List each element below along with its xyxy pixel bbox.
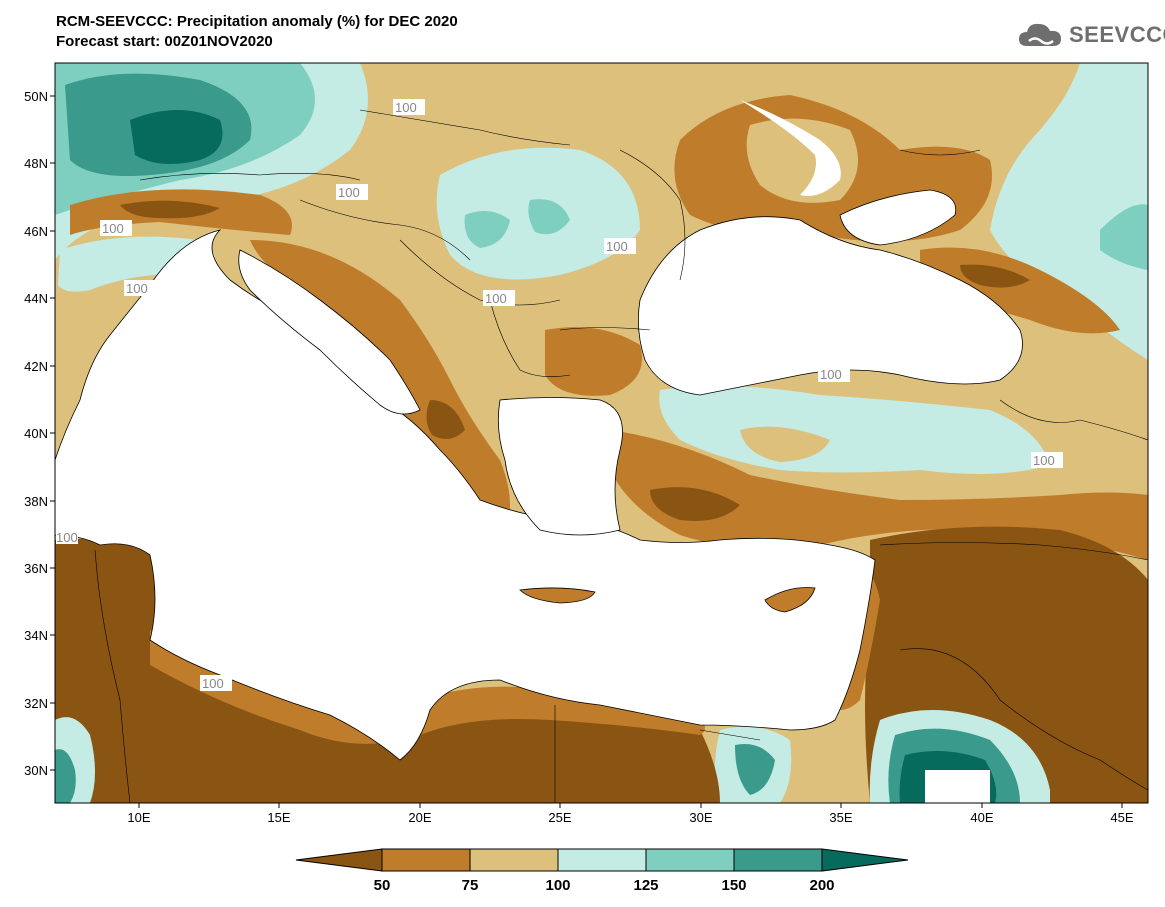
cyprus [764, 587, 816, 613]
wet-region-pannonia-3 [528, 199, 570, 235]
contour-label: 100 [483, 290, 515, 306]
colorbar-labels: 50 75 100 125 150 200 [374, 877, 835, 894]
contour-label: 100 [818, 366, 850, 382]
svg-text:100: 100 [1033, 453, 1055, 468]
black-sea [637, 216, 1023, 396]
lon-label: 15E [267, 810, 290, 825]
longitude-labels: 10E 15E 20E 25E 30E 35E 40E 45E [127, 810, 1133, 825]
dnieper-reservoir [740, 100, 841, 196]
colorbar-segment [295, 848, 383, 872]
country-borders [94, 109, 1148, 803]
colorbar-segment [469, 848, 559, 872]
colorbar-segment [645, 848, 735, 872]
seevccc-logo: SEEVCCC [1017, 20, 1165, 50]
dry-region-bulgaria [545, 327, 642, 396]
svg-text:100: 100 [202, 676, 224, 691]
lon-label: 20E [408, 810, 431, 825]
contour-label: 100 [200, 675, 232, 691]
lat-label: 44N [24, 291, 48, 306]
contour-label: 100 [336, 184, 368, 200]
contour-label: 100 [393, 99, 425, 115]
lon-label: 40E [970, 810, 993, 825]
lat-label: 48N [24, 156, 48, 171]
wet-region-east [990, 63, 1148, 360]
svg-text:100: 100 [102, 221, 124, 236]
contour-label: 100 [604, 238, 636, 254]
lon-label: 10E [127, 810, 150, 825]
lon-label: 35E [829, 810, 852, 825]
very-dry-caucasus [960, 264, 1030, 288]
dry-band-north-africa [150, 630, 705, 744]
contour-labels: 100 100 100 100 100 100 100 100 100 100 [56, 99, 1063, 691]
colorbar-label: 100 [545, 877, 570, 894]
colorbar-label: 150 [721, 877, 746, 894]
lat-label: 42N [24, 359, 48, 374]
lat-label: 34N [24, 628, 48, 643]
cloud-icon [1019, 23, 1061, 46]
svg-text:100: 100 [338, 185, 360, 200]
colorbar-segment [821, 848, 909, 872]
contour-label: 100 [124, 280, 156, 296]
colorbar-label: 50 [374, 877, 391, 894]
lat-label: 38N [24, 494, 48, 509]
svg-text:100: 100 [485, 291, 507, 306]
logo-text: SEEVCCC [1069, 22, 1165, 47]
svg-text:100: 100 [56, 530, 78, 545]
azov-sea [839, 189, 957, 246]
colorbar-segment [733, 848, 823, 872]
lat-label: 36N [24, 561, 48, 576]
mediterranean-sea [55, 229, 876, 761]
very-dry-anatolia [650, 487, 740, 521]
very-dry-alps [120, 200, 220, 219]
lon-label: 45E [1110, 810, 1133, 825]
title-line-1: RCM-SEEVCCC: Precipitation anomaly (%) f… [56, 13, 458, 30]
wet-po-valley [58, 236, 215, 292]
colorbar-segment [557, 848, 647, 872]
contour-label: 100 [56, 530, 78, 545]
lat-label: 46N [24, 224, 48, 239]
lat-label: 32N [24, 696, 48, 711]
svg-text:100: 100 [820, 367, 842, 382]
lat-label: 40N [24, 426, 48, 441]
lat-label: 30N [24, 763, 48, 778]
title-line-2: Forecast start: 00Z01NOV2020 [56, 33, 273, 50]
wet-region-northwest-4 [130, 110, 223, 164]
dry-region-anatolia-interior [740, 426, 830, 462]
lon-label: 25E [548, 810, 571, 825]
aegean-sea [497, 397, 623, 536]
lon-label: 30E [689, 810, 712, 825]
lat-label: 50N [24, 89, 48, 104]
wet-spot-egypt-2 [735, 744, 775, 795]
map-title: RCM-SEEVCCC: Precipitation anomaly (%) f… [56, 12, 458, 52]
missing-data-arabia [925, 770, 990, 803]
svg-text:100: 100 [395, 100, 417, 115]
colorbar-segment [381, 848, 471, 872]
colorbar-label: 75 [462, 877, 479, 894]
wet-region-east-2 [1100, 204, 1148, 270]
svg-text:100: 100 [126, 281, 148, 296]
very-dry-north-africa [55, 538, 720, 803]
adriatic-sea [238, 249, 421, 415]
crete [519, 587, 596, 604]
longitude-ticks [138, 803, 1123, 808]
latitude-labels: 50N 48N 46N 44N 42N 40N 38N 36N 34N 32N … [24, 89, 48, 778]
latitude-ticks [50, 95, 55, 771]
contour-label: 100 [1031, 452, 1063, 468]
wet-spot-tunisia-2 [55, 749, 76, 803]
svg-text:100: 100 [606, 239, 628, 254]
wet-region-pannonia-2 [464, 211, 510, 248]
map-field [55, 63, 1148, 803]
contour-label: 100 [100, 220, 132, 236]
very-dry-greece [426, 400, 465, 439]
colorbar [295, 848, 909, 872]
colorbar-label: 125 [633, 877, 658, 894]
colorbar-label: 200 [809, 877, 834, 894]
